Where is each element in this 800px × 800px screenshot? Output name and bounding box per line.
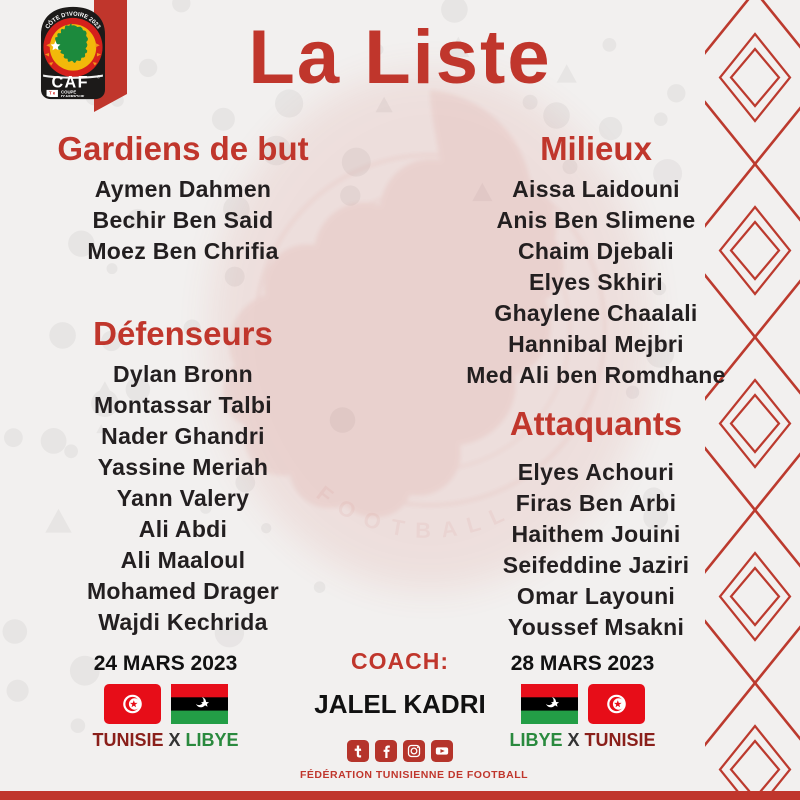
svg-text:T e: T e bbox=[49, 91, 56, 96]
